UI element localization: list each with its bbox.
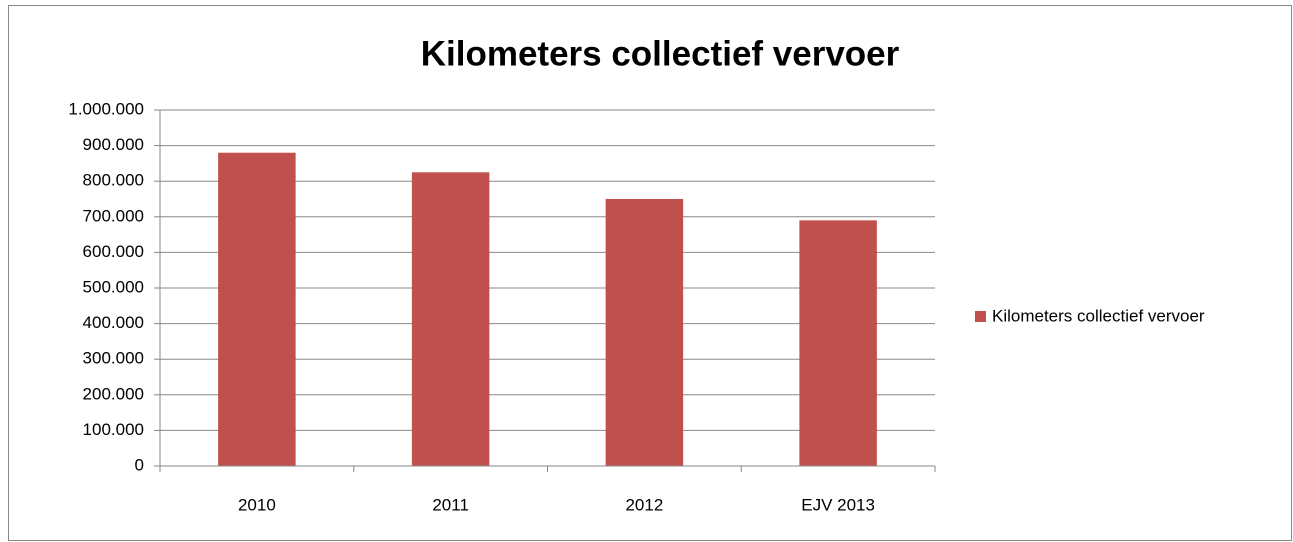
y-tick-label: 500.000	[83, 277, 144, 296]
bar	[605, 199, 684, 466]
y-tick-label: 800.000	[83, 171, 144, 190]
legend-label: Kilometers collectief vervoer	[992, 306, 1205, 325]
y-tick-label: 700.000	[83, 206, 144, 225]
x-tick-label: 2010	[238, 495, 276, 514]
legend-swatch	[975, 311, 986, 322]
y-tick-label: 100.000	[83, 420, 144, 439]
y-tick-label: 300.000	[83, 349, 144, 368]
y-tick-label: 0	[135, 455, 144, 474]
y-tick-label: 900.000	[83, 135, 144, 154]
y-tick-label: 400.000	[83, 313, 144, 332]
y-tick-label: 1.000.000	[68, 99, 144, 118]
x-tick-label: EJV 2013	[801, 495, 875, 514]
bar	[218, 152, 296, 466]
bar	[799, 220, 877, 466]
y-tick-label: 200.000	[83, 384, 144, 403]
x-tick-label: 2012	[625, 495, 663, 514]
y-tick-label: 600.000	[83, 242, 144, 261]
bar	[411, 172, 490, 467]
chart-title: Kilometers collectief vervoer	[421, 34, 900, 73]
x-tick-label: 2011	[432, 495, 469, 514]
